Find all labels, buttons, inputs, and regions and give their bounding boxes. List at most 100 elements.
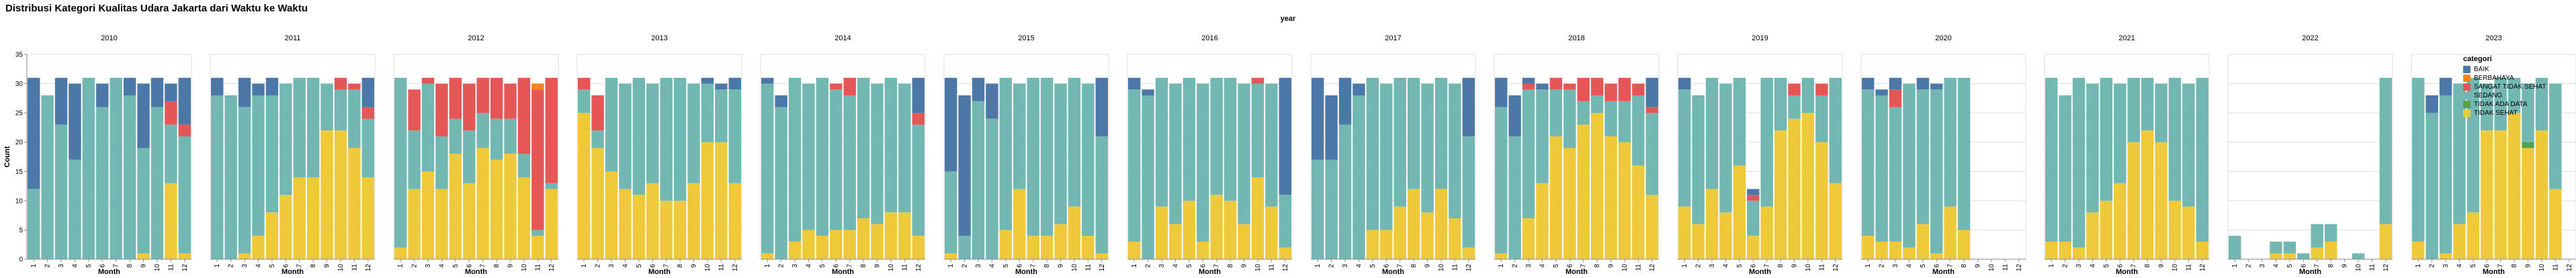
bar-2013-m3-sedang bbox=[605, 77, 618, 172]
bar-2014-m3-tidak-sehat bbox=[788, 241, 802, 259]
x-tick-label: 7 bbox=[296, 264, 304, 268]
bar-2023-m7-tidak-sehat bbox=[2494, 130, 2507, 259]
bar-2012-m5-sangat-tidak-sehat bbox=[449, 77, 462, 119]
bar-2014-m9-tidak-sehat bbox=[871, 224, 884, 259]
bar-2010-m12-sedang bbox=[178, 136, 191, 254]
bar-2014-m3-sedang bbox=[788, 77, 802, 242]
x-tick-label: 10 bbox=[521, 264, 528, 272]
bar-2012-m8-sedang bbox=[490, 118, 503, 160]
x-tick-label: 10 bbox=[1071, 264, 1078, 272]
bar-2019-m9-sedang bbox=[1788, 95, 1801, 119]
bar-2019-m1-sedang bbox=[1678, 89, 1691, 207]
x-tick-label: 9 bbox=[691, 264, 698, 268]
x-tick-label: 8 bbox=[2511, 264, 2518, 268]
bar-2017-m10-sedang bbox=[1434, 77, 1448, 189]
bar-2016-m12-tidak-sehat bbox=[1279, 247, 1291, 259]
bar-2010-m9-tidak-sehat bbox=[137, 253, 150, 259]
bar-2015-m4-baik bbox=[986, 83, 998, 119]
bar-2021-m5-sedang bbox=[2100, 77, 2113, 201]
bar-2010-m4-sedang bbox=[69, 159, 81, 259]
bar-2021-m3-tidak-sehat bbox=[2072, 247, 2086, 259]
bar-2015-m6-tidak-sehat bbox=[1013, 189, 1026, 259]
x-tick-label: 10 bbox=[154, 264, 161, 272]
bar-2019-m7-tidak-sehat bbox=[1760, 206, 1773, 259]
x-tick-label: 3 bbox=[58, 264, 65, 268]
bar-2012-m3-tidak-sehat bbox=[421, 171, 435, 259]
x-tick-label: 11 bbox=[2552, 264, 2559, 271]
bar-2012-m9-tidak-sehat bbox=[504, 154, 517, 259]
bar-2015-m5-tidak-sehat bbox=[999, 230, 1013, 259]
bar-2012-m1-sedang bbox=[394, 77, 407, 248]
bar-2013-m2-tidak-sehat bbox=[591, 148, 604, 259]
bar-2018-m7-tidak-sehat bbox=[1577, 124, 1590, 259]
x-tick-label: 4 bbox=[438, 264, 445, 268]
bar-2017-m12-tidak-sehat bbox=[1462, 247, 1475, 259]
x-tick-label: 3 bbox=[2075, 264, 2083, 268]
bar-2019-m7-sedang bbox=[1760, 77, 1773, 207]
bar-2015-m10-sedang bbox=[1068, 77, 1081, 207]
x-tick-label: 8 bbox=[2327, 264, 2335, 268]
bar-2010-m1-sedang bbox=[28, 189, 40, 259]
bar-2014-m2-baik bbox=[775, 95, 787, 107]
x-tick-label: 11 bbox=[2368, 264, 2376, 271]
x-axis-title: Month bbox=[1382, 268, 1404, 276]
bar-2010-m2-sedang bbox=[41, 95, 54, 259]
legend-item-berbahaya: BERBAHAYA bbox=[2463, 74, 2546, 83]
bar-2016-m9-sedang bbox=[1238, 83, 1250, 224]
bar-2011-m5-tidak-sehat bbox=[265, 212, 279, 259]
bar-2021-m9-tidak-sehat bbox=[2155, 142, 2167, 259]
x-tick-label: 6 bbox=[2300, 264, 2307, 268]
bar-2012-m11-sedang bbox=[531, 230, 544, 236]
x-tick-label: 9 bbox=[507, 264, 515, 268]
bar-2022-m5-tidak-sehat bbox=[2283, 253, 2296, 259]
bar-2023-m5-tidak-sehat bbox=[2466, 212, 2480, 259]
bar-2012-m4-tidak-sehat bbox=[435, 189, 448, 259]
bar-2014-m5-sedang bbox=[816, 77, 829, 236]
bar-2023-m10-sedang bbox=[2535, 77, 2548, 131]
bar-2022-m12-sedang bbox=[2379, 77, 2392, 224]
bar-2021-m2-tidak-sehat bbox=[2059, 241, 2071, 259]
bar-2014-m7-tidak-sehat bbox=[843, 230, 856, 259]
bar-2017-m2-sedang bbox=[1325, 159, 1338, 259]
bar-2015-m12-sedang bbox=[1095, 136, 1108, 254]
bar-2012-m10-sangat-tidak-sehat bbox=[517, 77, 531, 154]
bar-2020-m8-sedang bbox=[1957, 77, 1971, 230]
bar-2011-m11-sangat-tidak-sehat bbox=[348, 83, 361, 90]
bar-2021-m3-sedang bbox=[2072, 77, 2086, 248]
bar-2011-m3-baik bbox=[238, 77, 251, 107]
bar-2011-m3-sedang bbox=[238, 107, 251, 254]
bar-2010-m8-sedang bbox=[123, 95, 136, 259]
bar-2012-m11-berbahaya bbox=[531, 83, 544, 90]
bar-2018-m3-baik bbox=[1522, 77, 1535, 84]
y-tick-label: 35 bbox=[15, 52, 24, 59]
x-tick-label: 12 bbox=[1282, 264, 1289, 272]
bar-2015-m9-sedang bbox=[1054, 83, 1067, 224]
x-axis-title: Month bbox=[1199, 268, 1221, 276]
bar-2010-m11-sangat-tidak-sehat bbox=[165, 101, 177, 125]
bar-2013-m6-sedang bbox=[646, 83, 659, 183]
x-tick-label: 12 bbox=[2382, 264, 2390, 272]
x-tick-label: 4 bbox=[1355, 264, 1363, 268]
bar-2013-m1-sangat-tidak-sehat bbox=[578, 77, 591, 90]
bar-2016-m7-tidak-sehat bbox=[1210, 195, 1223, 259]
x-tick-label: 7 bbox=[1397, 264, 1404, 268]
bar-2022-m8-tidak-sehat bbox=[2324, 241, 2337, 259]
bar-2017-m2-baik bbox=[1325, 95, 1338, 160]
x-axis-title: Month bbox=[465, 268, 487, 276]
x-tick-label: 6 bbox=[466, 264, 473, 268]
bar-2019-m3-sedang bbox=[1705, 77, 1719, 189]
bar-2011-m1-sedang bbox=[211, 95, 224, 259]
bar-2018-m7-sangat-tidak-sehat bbox=[1577, 77, 1590, 101]
x-tick-label: 1 bbox=[1498, 264, 1505, 268]
bar-2022-m1-sedang bbox=[2229, 236, 2241, 259]
bar-2018-m1-baik bbox=[1495, 77, 1508, 107]
bar-2016-m3-tidak-sehat bbox=[1155, 206, 1168, 259]
bar-2021-m1-tidak-sehat bbox=[2045, 241, 2058, 259]
bar-2014-m11-tidak-sehat bbox=[898, 212, 911, 259]
bar-2012-m6-sedang bbox=[463, 130, 476, 183]
bar-2010-m6-sedang bbox=[96, 107, 109, 259]
bar-2011-m12-tidak-sehat bbox=[361, 177, 374, 259]
x-tick-label: 8 bbox=[860, 264, 867, 268]
x-tick-label: 4 bbox=[1722, 264, 1729, 268]
bar-2017-m9-tidak-sehat bbox=[1421, 212, 1434, 259]
